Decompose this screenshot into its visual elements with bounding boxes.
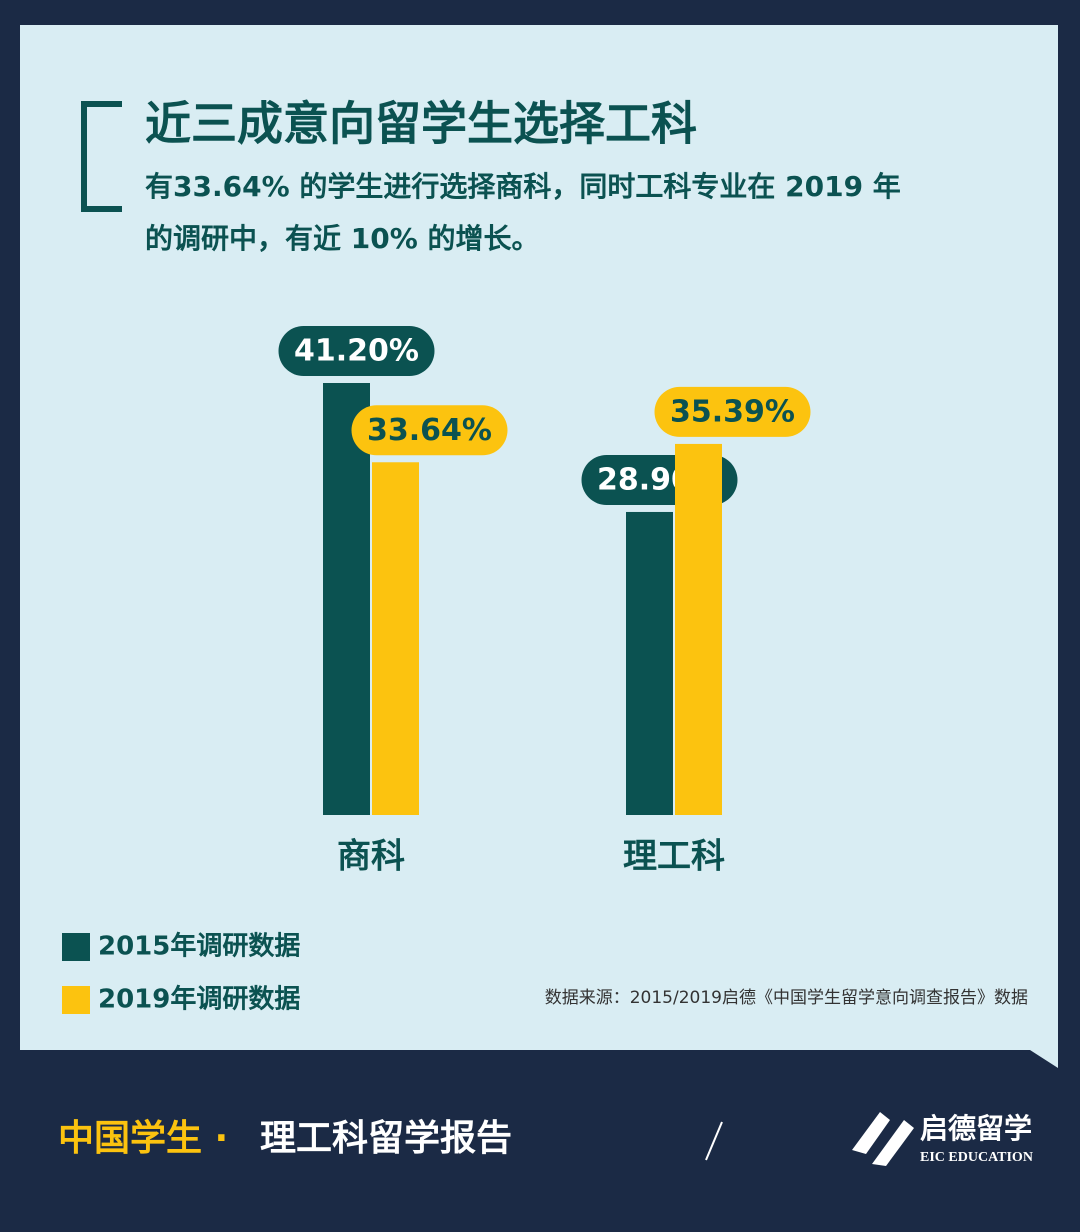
logo-name: 启德留学 <box>920 1112 1032 1145</box>
logo-icon <box>852 1112 914 1166</box>
subtitle: 的调研中，有近 10% 的增长。 <box>145 222 540 255</box>
value-label-pill <box>654 386 811 437</box>
bar <box>626 511 673 815</box>
value-label-pill <box>278 326 435 376</box>
logo-sub: EIC EDUCATION <box>920 1150 1033 1165</box>
divider <box>705 1121 723 1161</box>
legend-swatch <box>62 933 90 961</box>
legend-label: 2019年调研数据 <box>98 984 300 1015</box>
value-label-pill <box>351 405 508 456</box>
footer-title: 理工科留学报告 <box>260 1117 512 1159</box>
value-label: 33.64% <box>367 413 492 448</box>
bracket <box>81 101 122 212</box>
x-tick-label: 理工科 <box>623 837 725 877</box>
value-label: 35.39% <box>670 394 795 429</box>
panel <box>20 25 1058 1068</box>
value-label: 41.20% <box>294 334 419 369</box>
bar <box>675 443 722 815</box>
bar <box>372 462 419 815</box>
footer-title: 中国学生 · <box>58 1117 228 1159</box>
legend-swatch <box>62 986 90 1014</box>
x-tick-label: 商科 <box>337 837 405 877</box>
legend-label: 2015年调研数据 <box>98 931 300 962</box>
subtitle: 有33.64% 的学生进行选择商科，同时工科专业在 2019 年 <box>145 170 901 203</box>
bar <box>323 383 370 815</box>
source-note: 数据来源：2015/2019启德《中国学生留学意向调查报告》数据 <box>545 988 1028 1008</box>
chart-title: 近三成意向留学生选择工科 <box>145 97 697 151</box>
